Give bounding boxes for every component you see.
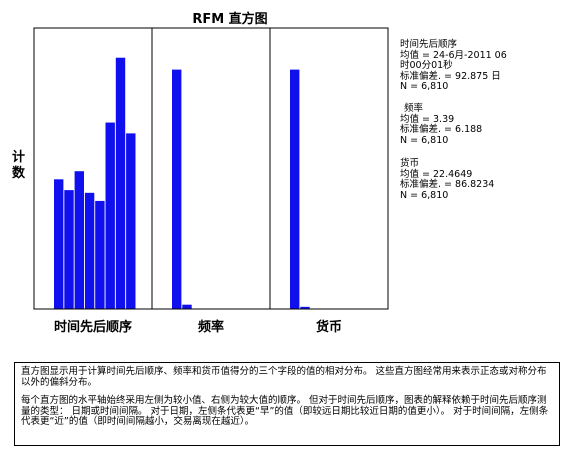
description-paragraph-1: 直方图显示用于计算时间先后顺序、频率和货币值得分的三个字段的值的相对分布。 这些… (21, 366, 547, 388)
stats-line: N = 6,810 (400, 134, 449, 146)
stats-line: 标准偏差. = 86.8234 (400, 179, 495, 190)
histogram-bar (290, 69, 300, 309)
plot-frame (33, 27, 389, 310)
chart-title: RFM 直方图 (192, 12, 268, 27)
stats-line: N = 6,810 (400, 81, 449, 92)
stats-line: 货币 (400, 158, 420, 169)
y-axis-label: 计数 (12, 150, 26, 181)
histogram-bar (64, 190, 74, 309)
histogram-bar (74, 171, 84, 309)
stats-line: 均值 = 3.39 (400, 113, 455, 125)
histogram-bar (95, 200, 105, 309)
histogram-bar (182, 304, 192, 309)
stats-line: N = 6,810 (400, 189, 449, 201)
histogram-bar (300, 306, 310, 309)
x-axis-label-frequency: 频率 (197, 320, 224, 335)
x-axis-label-recency: 时间先后顺序 (53, 320, 132, 335)
x-axis-label-monetary: 货币 (315, 320, 342, 335)
histogram-bar (126, 133, 136, 309)
histogram-bar (105, 122, 115, 309)
histogram-bar (115, 57, 126, 309)
description-box: 直方图显示用于计算时间先后顺序、频率和货币值得分的三个字段的值的相对分布。 这些… (14, 362, 560, 446)
stats-line: 时00分01秒 (400, 60, 453, 71)
stats-line: 频率 (404, 103, 424, 114)
stats-line: 均值 = 22.4649 (400, 168, 473, 180)
description-paragraph-2: 每个直方图的水平轴始终采用左侧为较小值、右侧为较大值的顺序。 但对于时间先后顺序… (21, 395, 549, 427)
histogram-bar (54, 179, 64, 309)
stats-recency: 时间先后顺序 均值 = 24-6月-2011 06 时00分01秒 标准偏差. … (400, 39, 575, 93)
stats-line: 标准偏差. = 92.875 日 (400, 70, 501, 82)
stats-line: 时间先后顺序 (400, 39, 458, 50)
stats-line: 均值 = 24-6月-2011 06 (400, 49, 507, 61)
histogram-plot (33, 27, 389, 310)
stats-monetary: 货币 均值 = 22.4649 标准偏差. = 86.8234 N = 6,81… (400, 158, 575, 201)
stats-line: 标准偏差. = 6.188 (400, 124, 483, 135)
histogram-bar (84, 192, 95, 309)
histogram-bar (172, 69, 182, 309)
stats-frequency: 频率 均值 = 3.39 标准偏差. = 6.188 N = 6,810 (400, 103, 575, 146)
